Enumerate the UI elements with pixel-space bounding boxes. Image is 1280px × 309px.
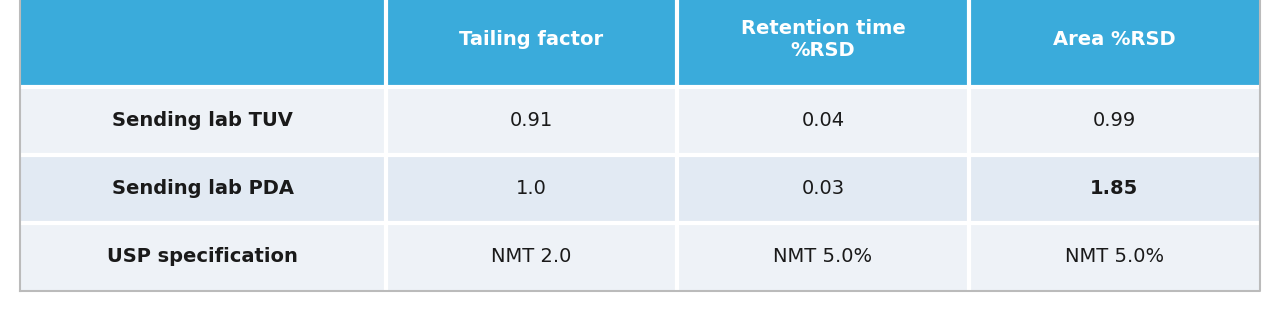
Text: 0.04: 0.04 (801, 112, 845, 130)
Text: Sending lab PDA: Sending lab PDA (111, 180, 294, 198)
Text: 0.03: 0.03 (801, 180, 845, 198)
Bar (20, 87, 385, 155)
Bar (385, 87, 677, 155)
Bar (20, 155, 385, 223)
Bar (20, 223, 385, 291)
Bar (20, 0, 385, 87)
Text: 1.0: 1.0 (516, 180, 547, 198)
Bar (677, 87, 969, 155)
Text: 0.91: 0.91 (509, 112, 553, 130)
Bar (969, 87, 1260, 155)
Bar (677, 0, 969, 87)
Text: 0.99: 0.99 (1093, 112, 1135, 130)
Text: NMT 5.0%: NMT 5.0% (773, 248, 873, 266)
Bar (677, 155, 969, 223)
Bar (385, 223, 677, 291)
Text: USP specification: USP specification (108, 248, 298, 266)
Bar (969, 223, 1260, 291)
Bar (969, 0, 1260, 87)
Text: NMT 2.0: NMT 2.0 (492, 248, 572, 266)
Bar (969, 155, 1260, 223)
Text: Sending lab TUV: Sending lab TUV (113, 112, 293, 130)
Text: Area %RSD: Area %RSD (1053, 30, 1175, 49)
Text: Tailing factor: Tailing factor (460, 30, 604, 49)
Text: Retention time
%RSD: Retention time %RSD (741, 19, 905, 60)
Text: 1.85: 1.85 (1091, 180, 1138, 198)
Text: NMT 5.0%: NMT 5.0% (1065, 248, 1164, 266)
Bar (677, 223, 969, 291)
Bar (385, 0, 677, 87)
Bar (385, 155, 677, 223)
